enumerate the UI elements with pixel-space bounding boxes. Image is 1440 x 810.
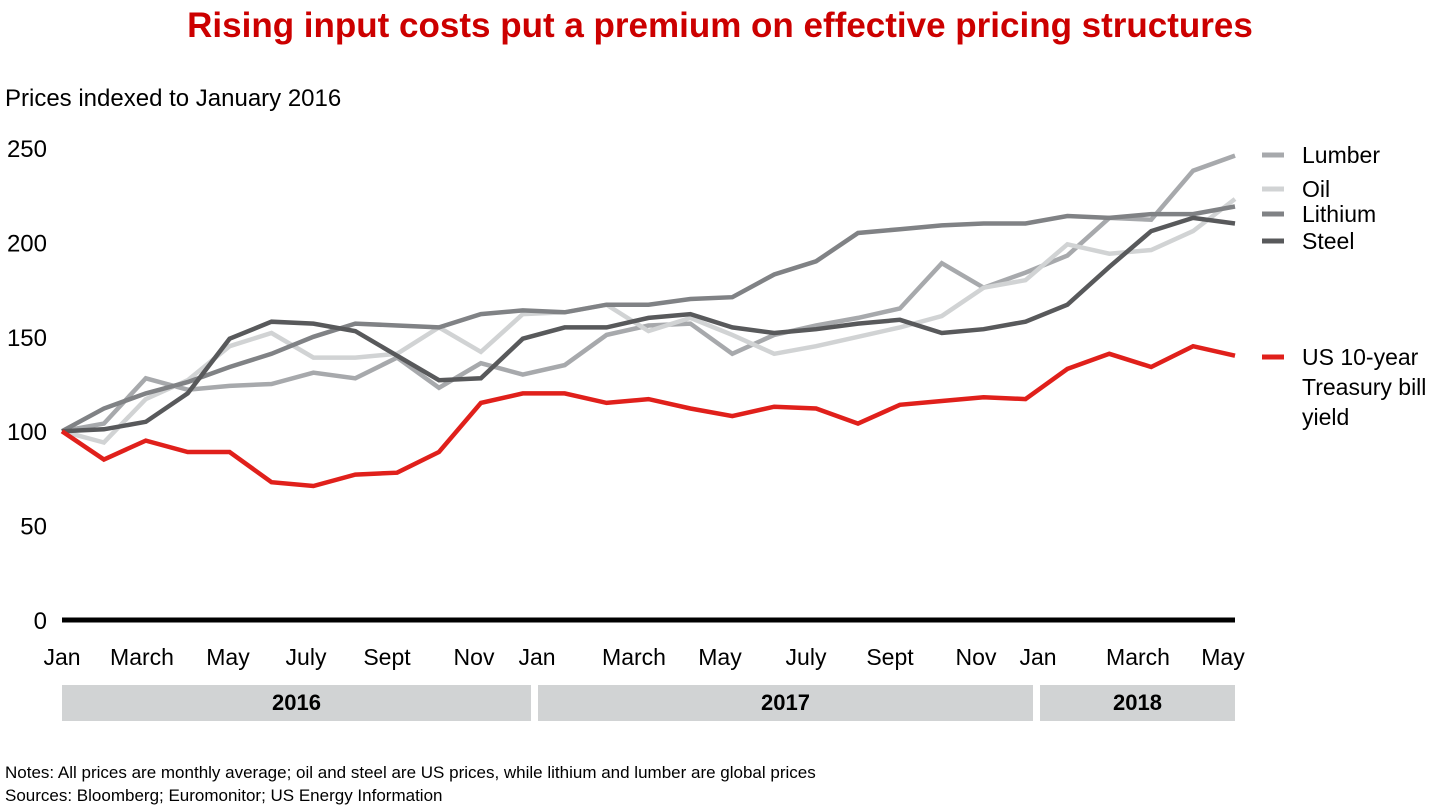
x-tick-label: Nov	[454, 644, 495, 670]
x-tick-label: Sept	[363, 644, 411, 670]
series-line-lithium	[60, 204, 1236, 434]
y-tick-label: 50	[20, 514, 47, 541]
y-tick-label: 0	[34, 608, 47, 635]
year-label: 2016	[272, 690, 321, 715]
legend-label: Lithium	[1302, 201, 1376, 227]
x-tick-label: May	[206, 644, 250, 670]
legend-label: Treasury bill	[1302, 374, 1426, 400]
legend-label: Lumber	[1302, 142, 1380, 168]
year-label: 2018	[1113, 690, 1162, 715]
x-tick-label: March	[602, 644, 666, 670]
y-tick-label: 150	[7, 325, 47, 352]
legend-label: Steel	[1302, 228, 1354, 254]
x-tick-label: July	[286, 644, 327, 670]
series-line-steel	[61, 215, 1236, 434]
x-tick-label: Sept	[866, 644, 914, 670]
year-band	[538, 685, 1033, 721]
x-tick-label: March	[110, 644, 174, 670]
legend-label: US 10-year	[1302, 344, 1419, 370]
x-tick-label: Nov	[956, 644, 997, 670]
sources: Sources: Bloomberg; Euromonitor; US Ener…	[5, 786, 442, 805]
series-line-lumber	[61, 153, 1236, 434]
x-tick-label: Jan	[43, 644, 80, 670]
x-tick-label: March	[1106, 644, 1170, 670]
series-line-oil	[61, 197, 1237, 446]
y-tick-label: 250	[7, 136, 47, 163]
x-tick-label: Jan	[1019, 644, 1056, 670]
x-tick-label: Jan	[518, 644, 555, 670]
y-tick-label: 100	[7, 419, 47, 446]
year-band	[62, 685, 531, 721]
y-axis-label: Prices indexed to January 2016	[5, 85, 341, 112]
x-tick-label: May	[1201, 644, 1245, 670]
notes: Notes: All prices are monthly average; o…	[5, 763, 816, 782]
x-tick-label: May	[698, 644, 742, 670]
chart-title: Rising input costs put a premium on effe…	[187, 6, 1253, 45]
x-tick-label: July	[786, 644, 827, 670]
legend-label: yield	[1302, 404, 1349, 430]
legend-label: Oil	[1302, 176, 1330, 202]
y-tick-label: 200	[7, 230, 47, 257]
series-line-us	[60, 343, 1236, 489]
year-label: 2017	[761, 690, 810, 715]
year-band	[1040, 685, 1235, 721]
